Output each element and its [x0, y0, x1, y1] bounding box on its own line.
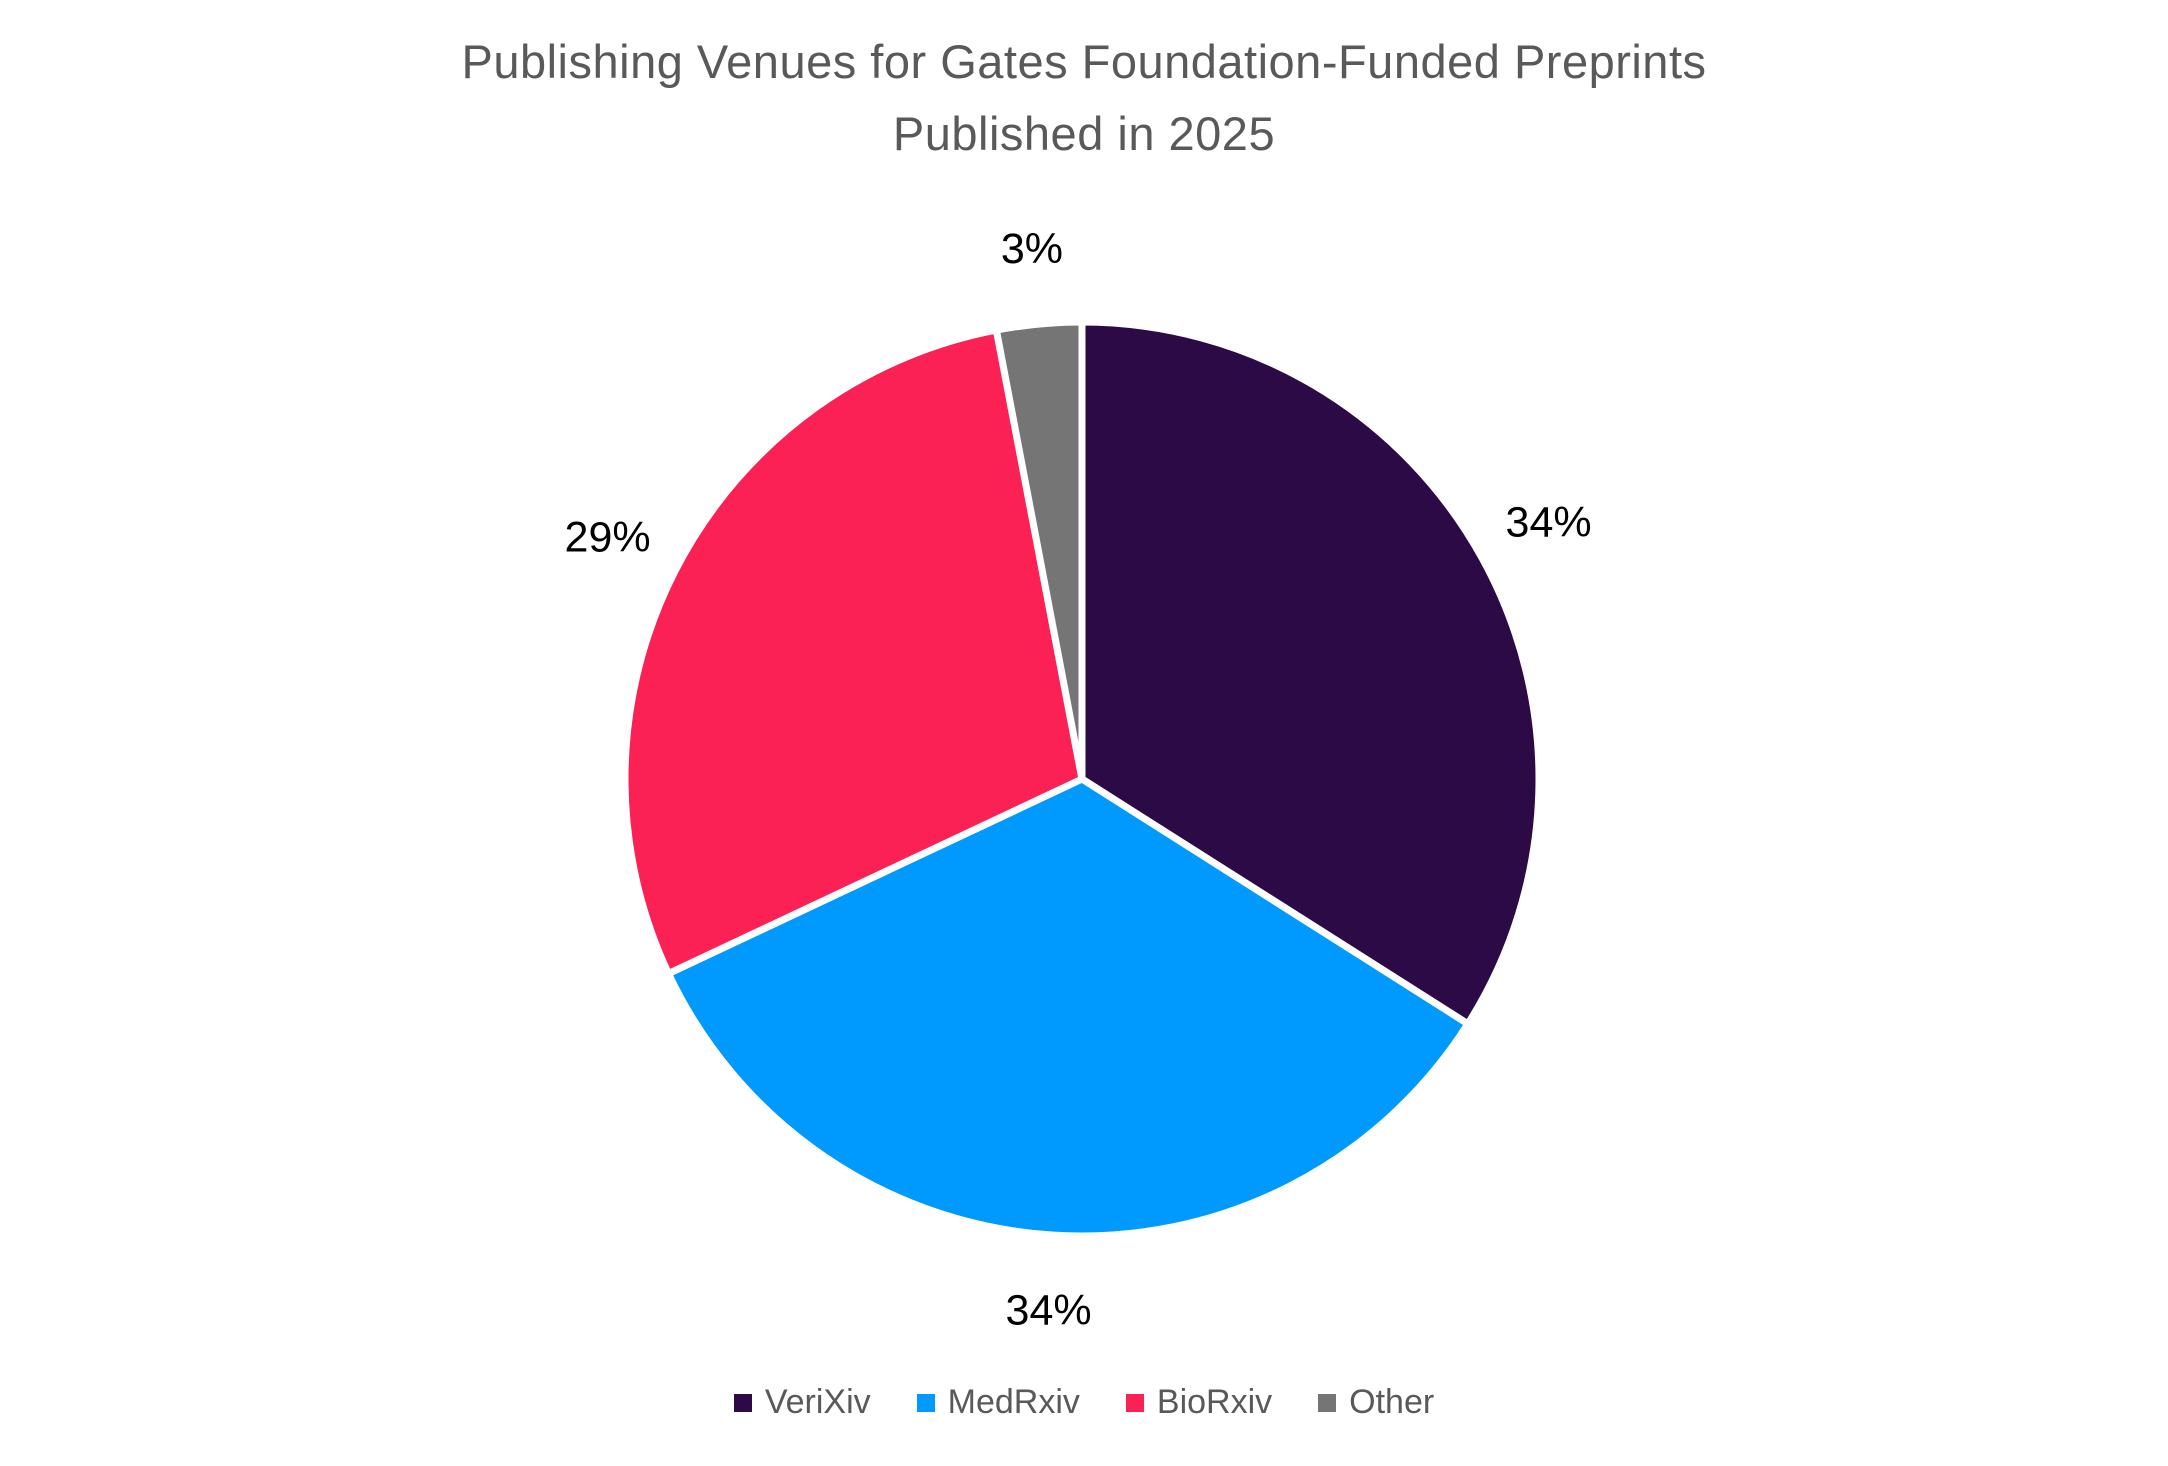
- legend-item-other: Other: [1318, 1383, 1434, 1422]
- legend-label-medrxiv: MedRxiv: [947, 1383, 1080, 1421]
- legend-item-biorxiv: BioRxiv: [1125, 1383, 1273, 1422]
- legend-item-medrxiv: MedRxiv: [916, 1383, 1080, 1422]
- legend-item-verixiv: VeriXiv: [733, 1383, 871, 1422]
- slice-label-other: 3%: [1001, 225, 1063, 273]
- chart-title-line-2: Published in 2025: [892, 107, 1276, 160]
- legend-swatch-biorxiv: [1125, 1393, 1144, 1412]
- legend-label-biorxiv: BioRxiv: [1156, 1383, 1273, 1421]
- pie-slice-biorxiv: [621, 326, 1086, 978]
- slice-label-verixiv: 34%: [1506, 499, 1592, 547]
- slice-label-biorxiv: 29%: [565, 513, 651, 561]
- pie-slice-medrxiv: [664, 775, 1472, 1240]
- legend-swatch-medrxiv: [916, 1393, 935, 1412]
- pie-slice-other: [992, 318, 1086, 783]
- chart-legend: VeriXiv MedRxiv BioRxiv Other: [0, 1383, 2168, 1422]
- legend-label-other: Other: [1349, 1383, 1435, 1421]
- legend-swatch-verixiv: [733, 1393, 752, 1412]
- chart-title: Publishing Venues for Gates Foundation-F…: [0, 26, 2168, 170]
- legend-label-verixiv: VeriXiv: [764, 1383, 871, 1421]
- chart-title-line-1: Publishing Venues for Gates Foundation-F…: [461, 35, 1707, 88]
- legend-swatch-other: [1318, 1393, 1337, 1412]
- slice-label-medrxiv: 34%: [1006, 1286, 1092, 1334]
